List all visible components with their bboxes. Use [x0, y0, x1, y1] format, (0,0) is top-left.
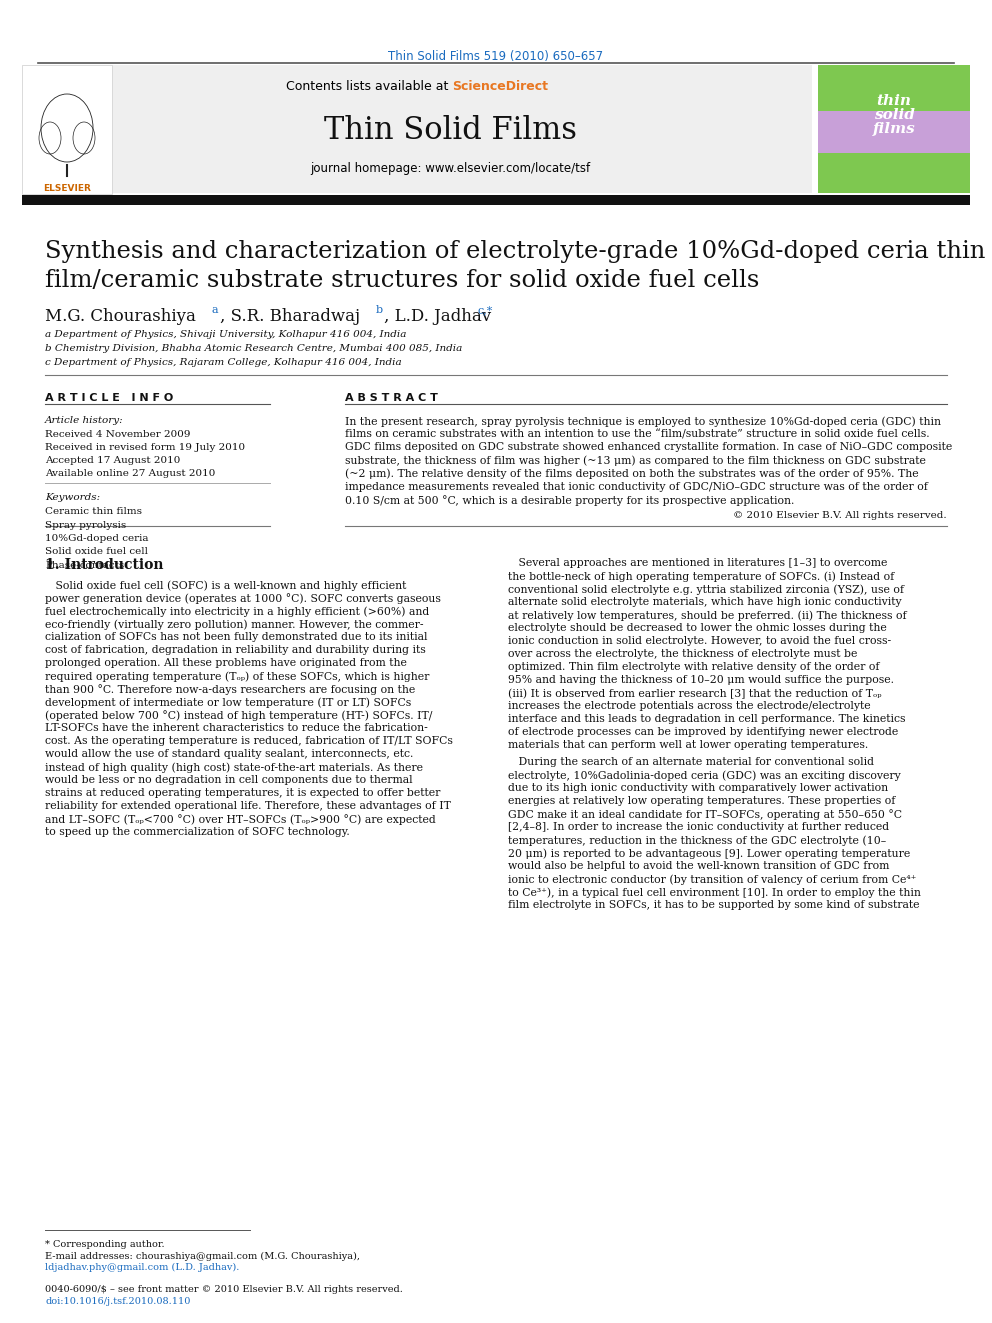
Text: Several approaches are mentioned in literatures [1–3] to overcome: Several approaches are mentioned in lite…: [508, 558, 888, 569]
Text: would allow the use of standard quality sealant, interconnects, etc.: would allow the use of standard quality …: [45, 749, 414, 759]
Text: c Department of Physics, Rajaram College, Kolhapur 416 004, India: c Department of Physics, Rajaram College…: [45, 359, 402, 366]
FancyBboxPatch shape: [22, 194, 970, 205]
Text: Thin Solid Films: Thin Solid Films: [323, 115, 576, 146]
Text: (iii) It is observed from earlier research [3] that the reduction of Tₒₚ: (iii) It is observed from earlier resear…: [508, 688, 882, 699]
Text: (~2 μm). The relative density of the films deposited on both the substrates was : (~2 μm). The relative density of the fil…: [345, 468, 919, 479]
Text: cost of fabrication, degradation in reliability and durability during its: cost of fabrication, degradation in reli…: [45, 646, 426, 655]
Text: ionic conduction in solid electrolyte. However, to avoid the fuel cross-: ionic conduction in solid electrolyte. H…: [508, 636, 891, 647]
FancyBboxPatch shape: [22, 65, 112, 194]
Text: , S.R. Bharadwaj: , S.R. Bharadwaj: [220, 308, 365, 325]
Text: Received 4 November 2009: Received 4 November 2009: [45, 430, 190, 439]
Text: Spray pyrolysis: Spray pyrolysis: [45, 520, 126, 529]
Text: ScienceDirect: ScienceDirect: [452, 79, 548, 93]
Text: b: b: [376, 306, 383, 315]
Text: impedance measurements revealed that ionic conductivity of GDC/NiO–GDC structure: impedance measurements revealed that ion…: [345, 482, 928, 492]
Text: In the present research, spray pyrolysis technique is employed to synthesize 10%: In the present research, spray pyrolysis…: [345, 415, 941, 426]
Text: at relatively low temperatures, should be preferred. (ii) The thickness of: at relatively low temperatures, should b…: [508, 610, 907, 620]
Text: electrolyte, 10%Gadolinia-doped ceria (GDC) was an exciting discovery: electrolyte, 10%Gadolinia-doped ceria (G…: [508, 770, 901, 781]
Text: over across the electrolyte, the thickness of electrolyte must be: over across the electrolyte, the thickne…: [508, 650, 857, 659]
Text: eco-friendly (virtually zero pollution) manner. However, the commer-: eco-friendly (virtually zero pollution) …: [45, 619, 424, 630]
Text: Synthesis and characterization of electrolyte-grade 10%Gd-doped ceria thin
film/: Synthesis and characterization of electr…: [45, 239, 985, 292]
Text: a Department of Physics, Shivaji University, Kolhapur 416 004, India: a Department of Physics, Shivaji Univers…: [45, 329, 407, 339]
Text: prolonged operation. All these problems have originated from the: prolonged operation. All these problems …: [45, 659, 407, 668]
Text: Solid oxide fuel cell (SOFC) is a well-known and highly efficient: Solid oxide fuel cell (SOFC) is a well-k…: [45, 581, 407, 591]
Text: During the search of an alternate material for conventional solid: During the search of an alternate materi…: [508, 757, 874, 767]
Text: GDC films deposited on GDC substrate showed enhanced crystallite formation. In c: GDC films deposited on GDC substrate sho…: [345, 442, 952, 452]
Text: materials that can perform well at lower operating temperatures.: materials that can perform well at lower…: [508, 741, 868, 750]
Text: would also be helpful to avoid the well-known transition of GDC from: would also be helpful to avoid the well-…: [508, 861, 890, 872]
Text: film electrolyte in SOFCs, it has to be supported by some kind of substrate: film electrolyte in SOFCs, it has to be …: [508, 901, 920, 910]
Text: power generation device (operates at 1000 °C). SOFC converts gaseous: power generation device (operates at 100…: [45, 594, 440, 605]
Text: doi:10.1016/j.tsf.2010.08.110: doi:10.1016/j.tsf.2010.08.110: [45, 1297, 190, 1306]
Text: substrate, the thickness of film was higher (~13 μm) as compared to the film thi: substrate, the thickness of film was hig…: [345, 455, 926, 466]
Text: Phase-contacts: Phase-contacts: [45, 561, 124, 570]
Text: conventional solid electrolyte e.g. yttria stabilized zirconia (YSZ), use of: conventional solid electrolyte e.g. yttr…: [508, 585, 904, 595]
Text: * Corresponding author.: * Corresponding author.: [45, 1240, 165, 1249]
Text: to speed up the commercialization of SOFC technology.: to speed up the commercialization of SOF…: [45, 827, 350, 837]
Text: Keywords:: Keywords:: [45, 493, 100, 501]
Text: ldjadhav.phy@gmail.com (L.D. Jadhav).: ldjadhav.phy@gmail.com (L.D. Jadhav).: [45, 1263, 239, 1273]
Text: cost. As the operating temperature is reduced, fabrication of IT/LT SOFCs: cost. As the operating temperature is re…: [45, 737, 453, 746]
Text: increases the electrode potentials across the electrode/electrolyte: increases the electrode potentials acros…: [508, 701, 871, 712]
Text: thin
solid
films: thin solid films: [873, 94, 916, 136]
Text: instead of high quality (high cost) state-of-the-art materials. As there: instead of high quality (high cost) stat…: [45, 762, 423, 773]
Text: and LT–SOFC (Tₒₚ<700 °C) over HT–SOFCs (Tₒₚ>900 °C) are expected: and LT–SOFC (Tₒₚ<700 °C) over HT–SOFCs (…: [45, 815, 435, 826]
Text: journal homepage: www.elsevier.com/locate/tsf: journal homepage: www.elsevier.com/locat…: [310, 161, 590, 175]
Text: Thin Solid Films 519 (2010) 650–657: Thin Solid Films 519 (2010) 650–657: [389, 50, 603, 64]
Text: A R T I C L E   I N F O: A R T I C L E I N F O: [45, 393, 174, 404]
Text: M.G. Chourashiya: M.G. Chourashiya: [45, 308, 201, 325]
Text: 0.10 S/cm at 500 °C, which is a desirable property for its prospective applicati: 0.10 S/cm at 500 °C, which is a desirabl…: [345, 495, 795, 507]
Text: b Chemistry Division, Bhabha Atomic Research Centre, Mumbai 400 085, India: b Chemistry Division, Bhabha Atomic Rese…: [45, 344, 462, 353]
Text: c,*: c,*: [478, 306, 493, 315]
Text: of electrode processes can be improved by identifying newer electrode: of electrode processes can be improved b…: [508, 728, 898, 737]
FancyBboxPatch shape: [818, 65, 970, 111]
Text: 20 μm) is reported to be advantageous [9]. Lower operating temperature: 20 μm) is reported to be advantageous [9…: [508, 848, 911, 859]
Text: cialization of SOFCs has not been fully demonstrated due to its initial: cialization of SOFCs has not been fully …: [45, 632, 428, 643]
Text: Solid oxide fuel cell: Solid oxide fuel cell: [45, 548, 148, 557]
Text: © 2010 Elsevier B.V. All rights reserved.: © 2010 Elsevier B.V. All rights reserved…: [733, 512, 947, 520]
Text: would be less or no degradation in cell components due to thermal: would be less or no degradation in cell …: [45, 775, 413, 786]
Text: 0040-6090/$ – see front matter © 2010 Elsevier B.V. All rights reserved.: 0040-6090/$ – see front matter © 2010 El…: [45, 1285, 403, 1294]
Text: temperatures, reduction in the thickness of the GDC electrolyte (10–: temperatures, reduction in the thickness…: [508, 835, 886, 845]
Text: LT-SOFCs have the inherent characteristics to reduce the fabrication-: LT-SOFCs have the inherent characteristi…: [45, 724, 428, 733]
Text: energies at relatively low operating temperatures. These properties of: energies at relatively low operating tem…: [508, 796, 896, 807]
Text: the bottle-neck of high operating temperature of SOFCs. (i) Instead of: the bottle-neck of high operating temper…: [508, 572, 894, 582]
Text: strains at reduced operating temperatures, it is expected to offer better: strains at reduced operating temperature…: [45, 789, 440, 798]
Text: due to its high ionic conductivity with comparatively lower activation: due to its high ionic conductivity with …: [508, 783, 888, 794]
Text: E-mail addresses: chourashiya@gmail.com (M.G. Chourashiya),: E-mail addresses: chourashiya@gmail.com …: [45, 1252, 360, 1261]
FancyBboxPatch shape: [818, 65, 970, 193]
Text: ELSEVIER: ELSEVIER: [43, 184, 91, 193]
Text: (operated below 700 °C) instead of high temperature (HT-) SOFCs. IT/: (operated below 700 °C) instead of high …: [45, 710, 433, 721]
FancyBboxPatch shape: [818, 153, 970, 193]
Text: interface and this leads to degradation in cell performance. The kinetics: interface and this leads to degradation …: [508, 714, 906, 725]
Text: reliability for extended operational life. Therefore, these advantages of IT: reliability for extended operational lif…: [45, 802, 451, 811]
Text: 1. Introduction: 1. Introduction: [45, 558, 164, 573]
Text: optimized. Thin film electrolyte with relative density of the order of: optimized. Thin film electrolyte with re…: [508, 663, 880, 672]
Text: Contents lists available at: Contents lists available at: [286, 79, 452, 93]
Text: electrolyte should be decreased to lower the ohmic losses during the: electrolyte should be decreased to lower…: [508, 623, 887, 634]
Text: , L.D. Jadhav: , L.D. Jadhav: [384, 308, 496, 325]
Text: Ceramic thin films: Ceramic thin films: [45, 507, 142, 516]
Text: to Ce³⁺), in a typical fuel cell environment [10]. In order to employ the thin: to Ce³⁺), in a typical fuel cell environ…: [508, 888, 921, 898]
Text: GDC make it an ideal candidate for IT–SOFCs, operating at 550–650 °C: GDC make it an ideal candidate for IT–SO…: [508, 810, 902, 820]
Text: development of intermediate or low temperature (IT or LT) SOFCs: development of intermediate or low tempe…: [45, 697, 412, 708]
Text: alternate solid electrolyte materials, which have high ionic conductivity: alternate solid electrolyte materials, w…: [508, 598, 902, 607]
FancyBboxPatch shape: [818, 111, 970, 153]
Text: A B S T R A C T: A B S T R A C T: [345, 393, 437, 404]
Text: 10%Gd-doped ceria: 10%Gd-doped ceria: [45, 534, 149, 542]
Text: Received in revised form 19 July 2010: Received in revised form 19 July 2010: [45, 443, 245, 452]
Text: 95% and having the thickness of 10–20 μm would suffice the purpose.: 95% and having the thickness of 10–20 μm…: [508, 676, 894, 685]
Text: fuel electrochemically into electricity in a highly efficient (>60%) and: fuel electrochemically into electricity …: [45, 606, 430, 617]
FancyBboxPatch shape: [112, 65, 812, 193]
Text: Available online 27 August 2010: Available online 27 August 2010: [45, 468, 215, 478]
Text: [2,4–8]. In order to increase the ionic conductivity at further reduced: [2,4–8]. In order to increase the ionic …: [508, 823, 889, 832]
Text: a: a: [212, 306, 218, 315]
Text: than 900 °C. Therefore now-a-days researchers are focusing on the: than 900 °C. Therefore now-a-days resear…: [45, 684, 416, 696]
Text: ionic to electronic conductor (by transition of valency of cerium from Ce⁴⁺: ionic to electronic conductor (by transi…: [508, 875, 917, 885]
Text: Article history:: Article history:: [45, 415, 124, 425]
Text: required operating temperature (Tₒₚ) of these SOFCs, which is higher: required operating temperature (Tₒₚ) of …: [45, 671, 430, 681]
Text: films on ceramic substrates with an intention to use the “film/substrate” struct: films on ceramic substrates with an inte…: [345, 429, 930, 439]
Text: Accepted 17 August 2010: Accepted 17 August 2010: [45, 456, 181, 464]
